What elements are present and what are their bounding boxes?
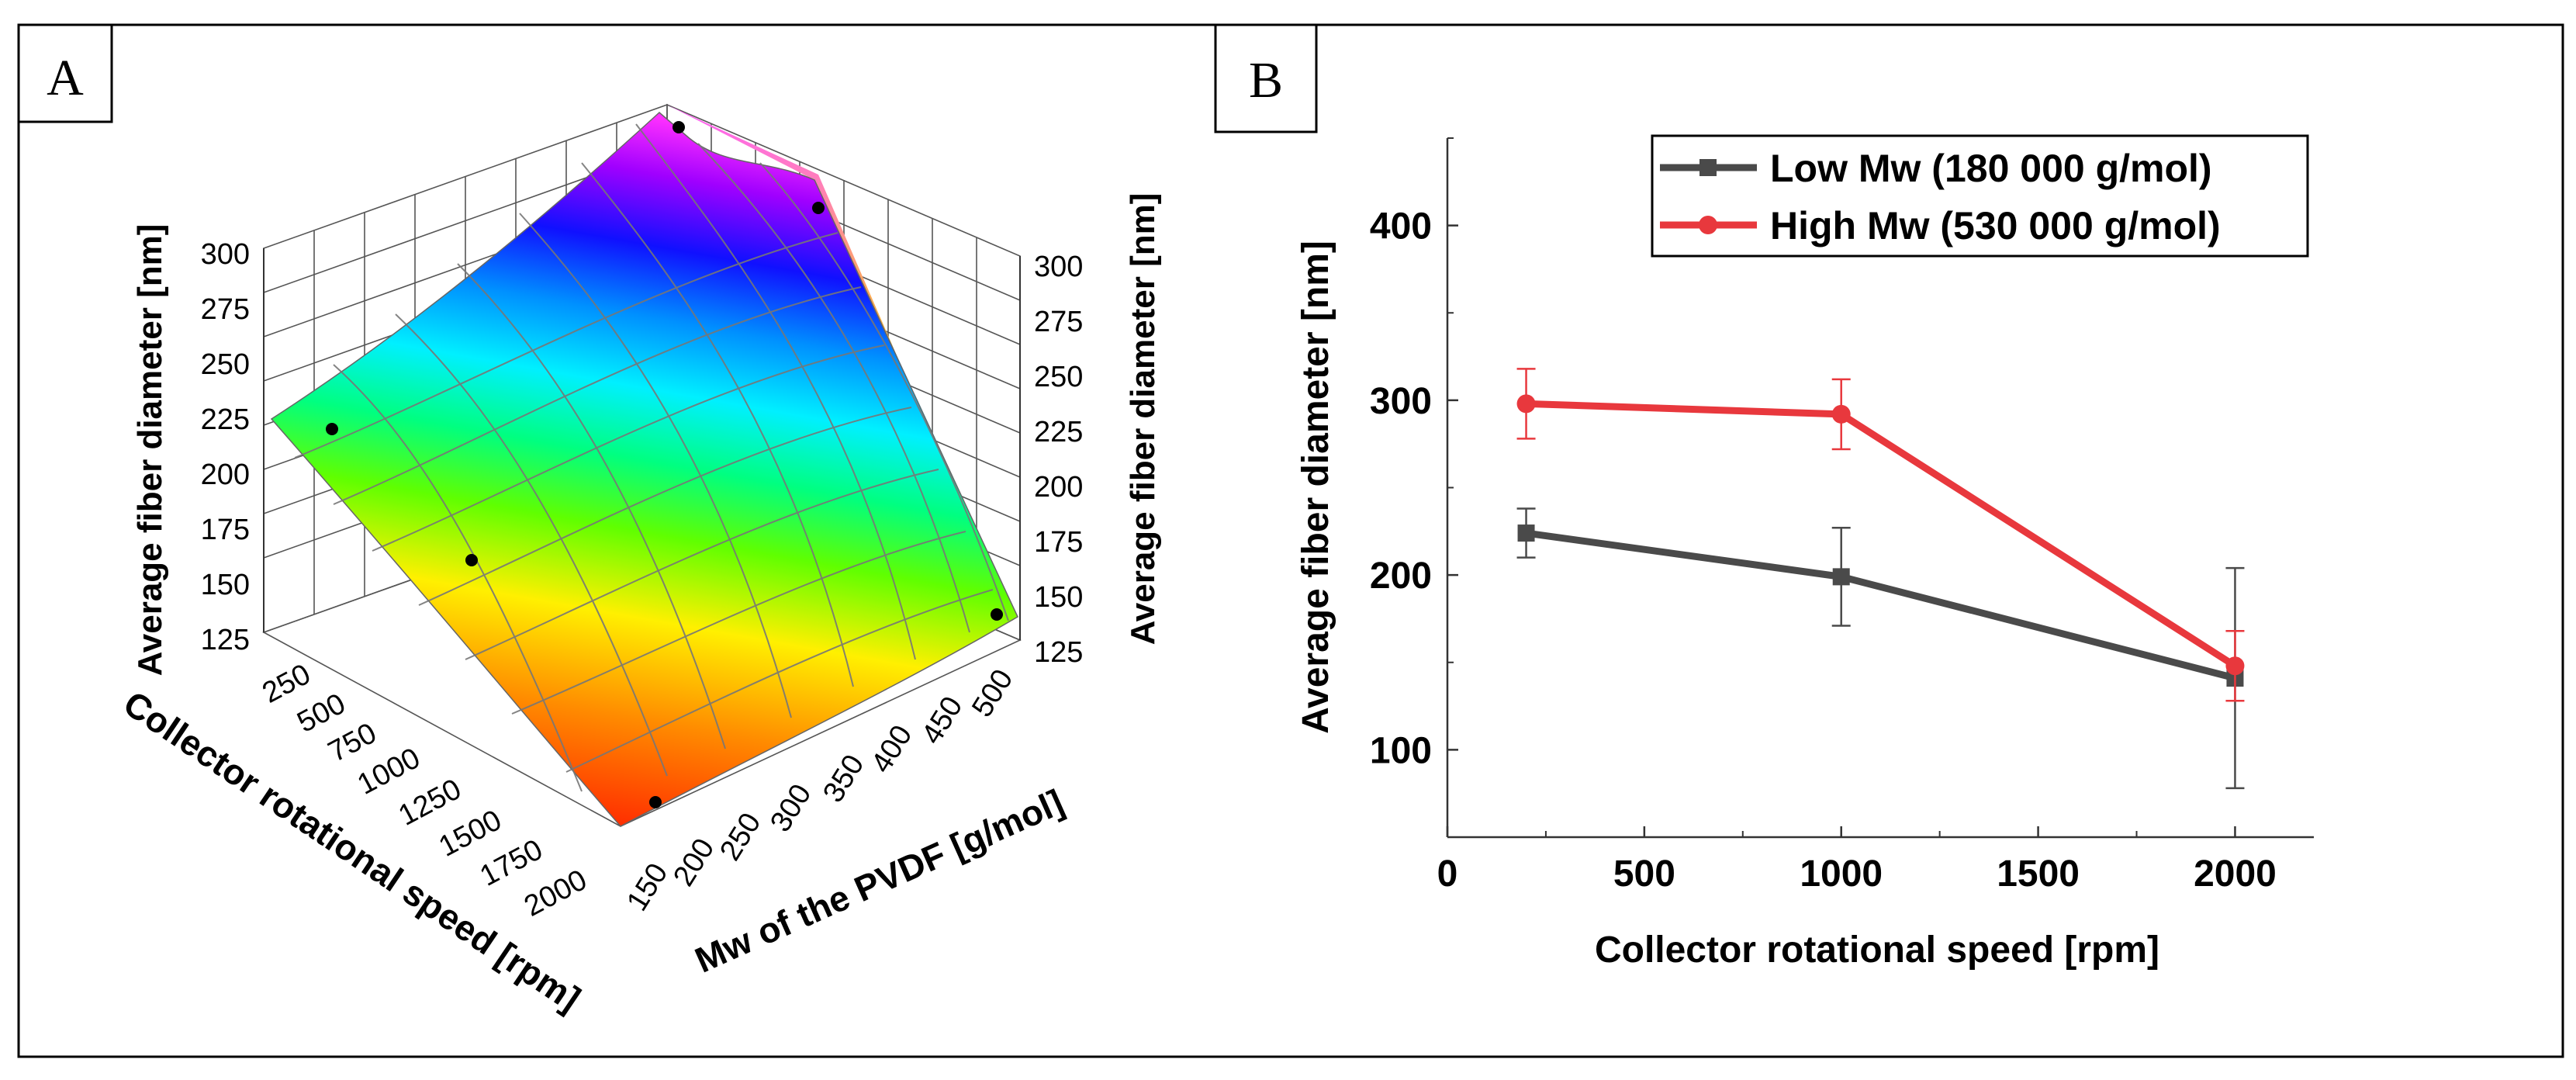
series-line [1525, 529, 2236, 682]
z-tick: 250 [201, 348, 250, 381]
surface-point [673, 121, 685, 133]
surface-mesh [294, 123, 1009, 792]
x-tick-label: 2000 [2194, 853, 2277, 895]
panel-b-label: B [1249, 52, 1283, 109]
legend-box [1651, 134, 2309, 258]
y-axis-label-3d: Mw of the PVDF [g/mol] [689, 781, 1069, 980]
mw-tick: 500 [966, 664, 1019, 723]
mw-tick: 250 [714, 808, 767, 867]
line-chart: 100 200 300 400 0 500 1000 1500 2000 [1370, 137, 2314, 895]
z-axis-label-right: Average fiber diameter [nm] [1124, 193, 1162, 646]
y-ticks: 100 200 300 400 [1370, 137, 1458, 838]
speed-tick: 2000 [519, 864, 592, 923]
surface-point [465, 554, 478, 566]
z-tick: 300 [201, 238, 250, 271]
z-tick-right: 125 [1034, 636, 1083, 669]
y-tick-label: 200 [1370, 556, 1432, 597]
y-tick-label: 100 [1370, 730, 1432, 771]
x-tick-label: 0 [1437, 853, 1458, 895]
legend-label-high: High Mw (530 000 g/mol) [1770, 204, 2221, 248]
series-line [1526, 400, 2237, 670]
legend-marker-high [1699, 216, 1717, 234]
z-tick: 275 [201, 293, 250, 326]
z-tick-right: 250 [1034, 361, 1083, 393]
z-tick: 150 [201, 569, 250, 601]
mw-tick: 400 [865, 720, 918, 779]
y-axis-label: Average fiber diameter [nm] [1295, 241, 1336, 734]
z-tick-right: 225 [1034, 416, 1083, 448]
surface-point [991, 608, 1003, 621]
z-tick-right: 275 [1034, 306, 1083, 338]
legend: Low Mw (180 000 g/mol) High Mw (530 000 … [1651, 134, 2309, 258]
z-tick-right: 200 [1034, 471, 1083, 504]
z-tick-right: 300 [1034, 251, 1083, 283]
panel-a-label-box [17, 23, 113, 123]
z-tick: 225 [201, 403, 250, 436]
mw-tick: 450 [915, 691, 969, 750]
series-layer [1516, 368, 2245, 790]
z-tick: 125 [201, 624, 250, 656]
y-tick-label: 300 [1370, 381, 1432, 422]
surface-point [649, 796, 662, 808]
data-point [1516, 394, 1536, 414]
z-axis-label-left: Average fiber diameter [nm] [131, 224, 169, 677]
x-axis-label: Collector rotational speed [rpm] [1595, 929, 2159, 971]
mw-tick: 200 [667, 833, 721, 892]
panel-a-label: A [47, 50, 84, 106]
mw-tick: 350 [817, 749, 870, 808]
x-tick-label: 1500 [1997, 853, 2080, 895]
series-high-mw [1516, 368, 2245, 702]
mw-tick: 300 [764, 779, 818, 838]
legend-label-low: Low Mw (180 000 g/mol) [1770, 147, 2212, 190]
z-tick: 200 [201, 459, 250, 491]
panel-b-label-box [1214, 23, 1318, 133]
x-tick-label: 500 [1613, 853, 1675, 895]
panel-b: B 100 200 300 400 0 500 1000 1500 2000 Average … [1214, 23, 2314, 971]
z-ticks-left: 300 275 250 225 200 175 150 125 [201, 238, 250, 656]
series-low-mw [1516, 507, 2245, 790]
surface [270, 105, 1018, 827]
legend-marker-low [1699, 159, 1717, 176]
surface-fill [270, 111, 1018, 827]
x-tick-label: 1000 [1800, 853, 1883, 895]
data-point [2225, 656, 2245, 676]
data-point [1517, 524, 1535, 542]
mw-tick: 150 [621, 858, 674, 917]
z-ticks-right: 300 275 250 225 200 175 150 125 [1034, 251, 1083, 669]
y-tick-label: 400 [1370, 206, 1432, 248]
surface-points [326, 121, 1003, 808]
data-point [1832, 568, 1850, 586]
panel-a: A [17, 23, 1162, 1019]
x-ticks: 0 500 1000 1500 2000 [1437, 826, 2277, 895]
surface-point [326, 423, 338, 435]
surface-point [812, 202, 825, 214]
z-tick-right: 175 [1034, 526, 1083, 559]
data-point [1831, 404, 1851, 424]
z-tick: 175 [201, 514, 250, 546]
z-tick-right: 150 [1034, 581, 1083, 614]
